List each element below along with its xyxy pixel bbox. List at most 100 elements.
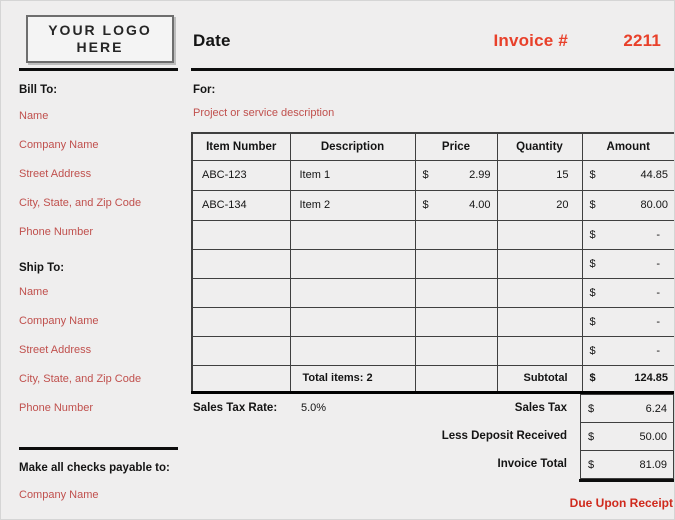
logo-text-line1: YOUR LOGO <box>48 22 152 38</box>
currency-symbol: $ <box>589 257 596 270</box>
ship-to-phone-field[interactable]: Phone Number <box>19 402 93 414</box>
divider-above-payable <box>19 447 178 450</box>
due-note[interactable]: Due Upon Receipt <box>569 496 673 510</box>
price-cell-empty[interactable] <box>414 248 498 279</box>
currency-symbol: $ <box>589 228 596 241</box>
amount-cell-empty: $ - <box>581 335 674 366</box>
amount-cell: $80.00 <box>581 189 674 221</box>
price-value: 4.00 <box>469 199 491 211</box>
empty-cell <box>191 364 291 394</box>
description-cell[interactable]: Item 2 <box>289 189 416 221</box>
item-row-empty: $ - <box>191 248 674 279</box>
ship-to-title: Ship To: <box>19 262 65 274</box>
price-cell-empty[interactable] <box>414 335 498 366</box>
amount-dash: - <box>656 344 660 357</box>
currency-symbol: $ <box>589 372 596 384</box>
item-row-1: ABC-123 Item 1 $2.99 15 $44.85 <box>191 159 674 191</box>
amount-cell: $44.85 <box>581 159 674 191</box>
amount-cell-empty: $ - <box>581 219 674 250</box>
sales-tax-rate-label: Sales Tax Rate: <box>193 402 278 414</box>
amount-dash: - <box>656 315 660 328</box>
sales-tax-rate-value[interactable]: 5.0% <box>301 402 327 414</box>
sales-tax-amount-cell: $ 6.24 <box>580 394 674 423</box>
price-cell[interactable]: $4.00 <box>414 189 498 221</box>
item-row-empty: $ - <box>191 335 674 366</box>
description-cell[interactable]: Item 1 <box>289 159 416 191</box>
bill-to-phone-field[interactable]: Phone Number <box>19 226 93 238</box>
item-number-cell-empty[interactable] <box>191 306 291 337</box>
item-number-cell[interactable]: ABC-134 <box>191 189 291 221</box>
price-cell-empty[interactable] <box>414 277 498 308</box>
amount-dash: - <box>656 286 660 299</box>
item-number-cell-empty[interactable] <box>191 248 291 279</box>
bill-to-title: Bill To: <box>19 84 58 96</box>
invoice-total-amount-cell: $ 81.09 <box>580 450 674 479</box>
subtotal-row: Total items: 2 Subtotal $124.85 <box>191 364 674 394</box>
bill-to-name-field[interactable]: Name <box>19 110 49 122</box>
invoice-number-value[interactable]: 2211 <box>623 31 661 50</box>
amount-value: 44.85 <box>640 169 668 181</box>
quantity-cell[interactable]: 15 <box>496 159 583 191</box>
description-cell-empty[interactable] <box>289 277 416 308</box>
col-header-price: Price <box>414 132 498 161</box>
logo-placeholder[interactable]: YOUR LOGO HERE <box>26 15 174 63</box>
less-deposit-value: 50.00 <box>639 430 667 443</box>
price-cell-empty[interactable] <box>414 306 498 337</box>
subtotal-amount-cell: $124.85 <box>581 364 674 394</box>
amount-cell-empty: $ - <box>581 306 674 337</box>
payable-company-field[interactable]: Company Name <box>19 489 99 501</box>
description-cell-empty[interactable] <box>289 335 416 366</box>
for-description-field[interactable]: Project or service description <box>193 107 335 119</box>
bill-to-company-field[interactable]: Company Name <box>19 139 99 151</box>
currency-symbol: $ <box>589 286 596 299</box>
currency-symbol: $ <box>588 430 595 443</box>
ship-to-street-field[interactable]: Street Address <box>19 344 92 356</box>
item-number-cell[interactable]: ABC-123 <box>191 159 291 191</box>
invoice-total-value: 81.09 <box>639 458 667 471</box>
currency-symbol: $ <box>589 315 596 328</box>
divider-under-logo <box>19 68 178 71</box>
empty-cell <box>414 364 498 394</box>
item-number-cell-empty[interactable] <box>191 335 291 366</box>
item-number-cell-empty[interactable] <box>191 277 291 308</box>
amount-value: 80.00 <box>640 199 668 211</box>
less-deposit-amount-cell[interactable]: $ 50.00 <box>580 422 674 451</box>
items-table: Item Number Description Price Quantity A… <box>191 132 674 394</box>
less-deposit-label: Less Deposit Received <box>441 430 567 442</box>
ship-to-city-field[interactable]: City, State, and Zip Code <box>19 373 142 385</box>
item-row-empty: $ - <box>191 219 674 250</box>
price-cell[interactable]: $2.99 <box>414 159 498 191</box>
currency-symbol: $ <box>422 169 429 181</box>
bill-to-city-field[interactable]: City, State, and Zip Code <box>19 197 142 209</box>
currency-symbol: $ <box>588 402 595 415</box>
quantity-cell-empty[interactable] <box>496 219 583 250</box>
date-label: Date <box>193 31 231 50</box>
col-header-description: Description <box>289 132 416 161</box>
amount-cell-empty: $ - <box>581 277 674 308</box>
item-row-empty: $ - <box>191 277 674 308</box>
for-label: For: <box>193 84 216 96</box>
quantity-cell[interactable]: 20 <box>496 189 583 221</box>
currency-symbol: $ <box>589 344 596 357</box>
quantity-cell-empty[interactable] <box>496 306 583 337</box>
price-cell-empty[interactable] <box>414 219 498 250</box>
item-row-2: ABC-134 Item 2 $4.00 20 $80.00 <box>191 189 674 221</box>
currency-symbol: $ <box>588 458 595 471</box>
quantity-cell-empty[interactable] <box>496 277 583 308</box>
currency-symbol: $ <box>422 199 429 211</box>
quantity-cell-empty[interactable] <box>496 248 583 279</box>
description-cell-empty[interactable] <box>289 306 416 337</box>
amount-dash: - <box>656 228 660 241</box>
col-header-item-number: Item Number <box>191 132 291 161</box>
ship-to-company-field[interactable]: Company Name <box>19 315 99 327</box>
ship-to-name-field[interactable]: Name <box>19 286 49 298</box>
bill-to-street-field[interactable]: Street Address <box>19 168 92 180</box>
col-header-amount: Amount <box>581 132 674 161</box>
item-number-cell-empty[interactable] <box>191 219 291 250</box>
currency-symbol: $ <box>589 199 596 211</box>
description-cell-empty[interactable] <box>289 248 416 279</box>
quantity-cell-empty[interactable] <box>496 335 583 366</box>
invoice-number-label: Invoice # <box>493 31 568 50</box>
description-cell-empty[interactable] <box>289 219 416 250</box>
